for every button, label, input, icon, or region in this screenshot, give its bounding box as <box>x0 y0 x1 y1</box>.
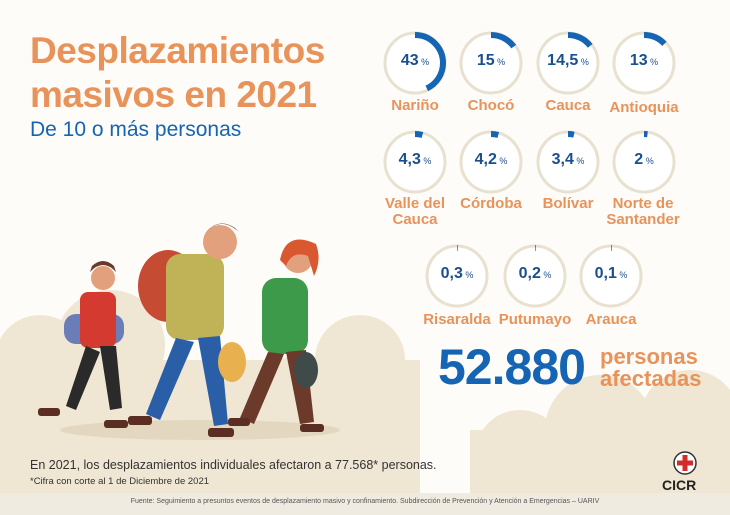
source-footer: Fuente: Seguimiento a presuntos eventos … <box>130 498 600 505</box>
ring-value: 0,3 % <box>440 265 474 282</box>
ring-unit: % <box>573 156 585 166</box>
ring-arc <box>384 32 446 94</box>
ring-label: Chocó <box>467 97 515 114</box>
ring-track <box>536 130 600 194</box>
ring-arc <box>460 131 522 193</box>
ring-chart <box>503 244 567 308</box>
ring-chart <box>612 130 676 194</box>
ring-chart <box>383 130 447 194</box>
ring-risaralda: 0,3 % <box>424 243 490 309</box>
ring-unit: % <box>462 270 474 280</box>
ring-label: Norte de Santander <box>606 195 680 228</box>
ring-label: Nariño <box>391 97 439 114</box>
ring-antioquia: 13 % <box>611 30 677 96</box>
ring-unit: % <box>578 57 589 67</box>
total-affected-label-line2: afectadas <box>600 366 702 391</box>
page-title-line1: Desplazamientos <box>30 30 325 71</box>
ring-arc <box>613 32 675 94</box>
ring-arc <box>613 131 675 193</box>
ring-unit: % <box>643 156 654 166</box>
total-affected-label-line1: personas <box>600 344 698 369</box>
ring-value: 2 % <box>634 151 654 168</box>
footer-bar <box>0 493 730 515</box>
page-title-line2: masivos en 2021 <box>30 74 317 115</box>
ring-putumayo: 0,2 % <box>502 243 568 309</box>
ring-arc <box>426 245 488 307</box>
ring-arc <box>384 131 446 193</box>
ring-label: Bolívar <box>542 195 594 212</box>
ring-value: 4,2 % <box>474 151 508 168</box>
ring-unit: % <box>647 57 659 67</box>
ring-arc <box>537 32 599 94</box>
ring-chart <box>425 244 489 308</box>
ring-label: Córdoba <box>460 195 522 212</box>
ring-value: 0,1 % <box>594 265 628 282</box>
ring-chart <box>536 130 600 194</box>
ring-value: 13 % <box>629 52 659 69</box>
ring-chart <box>536 31 600 95</box>
ring-unit: % <box>616 270 628 280</box>
ring-chart <box>459 31 523 95</box>
ring-unit: % <box>540 270 552 280</box>
ring-unit: % <box>496 156 508 166</box>
ring-value: 3,4 % <box>551 151 585 168</box>
ring-label: Antioquia <box>609 99 679 116</box>
ring-arc <box>580 245 642 307</box>
ring-arauca: 0,1 % <box>578 243 644 309</box>
ring-chart <box>579 244 643 308</box>
total-affected-number: 52.880 <box>438 339 586 395</box>
ring-unit: % <box>418 57 430 67</box>
ring-chart <box>383 31 447 95</box>
ring-bolívar: 3,4 % <box>535 129 601 195</box>
ring-value: 4,3 % <box>398 151 432 168</box>
ring-value: 14,5 % <box>547 52 589 69</box>
date-cutoff-note: *Cifra con corte al 1 de Diciembre de 20… <box>30 476 210 487</box>
ring-valle-del-cauca: 4,3 % <box>382 129 448 195</box>
ring-unit: % <box>420 156 432 166</box>
individual-displacement-note: En 2021, los desplazamientos individuale… <box>30 458 437 472</box>
ring-label: Putumayo <box>498 311 572 328</box>
ring-arc <box>460 32 522 94</box>
ring-cauca: 14,5 % <box>535 30 601 96</box>
page-subtitle: De 10 o más personas <box>30 118 242 141</box>
ring-chart <box>459 130 523 194</box>
man-figure <box>128 223 246 437</box>
icrc-emblem <box>673 451 697 475</box>
ring-label: Arauca <box>585 311 637 328</box>
organization-logo-text: CICR <box>662 477 697 493</box>
ring-label: Cauca <box>545 97 591 114</box>
ring-value: 43 % <box>400 52 430 69</box>
ring-value: 15 % <box>476 52 506 69</box>
ring-value: 0,2 % <box>518 265 552 282</box>
ring-norte-de-santander: 2 % <box>611 129 677 195</box>
child-figure <box>38 261 128 428</box>
ring-córdoba: 4,2 % <box>458 129 524 195</box>
ring-unit: % <box>494 57 506 67</box>
ring-label: Valle del Cauca <box>384 195 446 228</box>
woman-figure <box>228 239 324 432</box>
ring-label: Risaralda <box>423 311 491 328</box>
ring-arc <box>504 245 566 307</box>
ring-nariño: 43 % <box>382 30 448 96</box>
ring-arc <box>537 131 599 193</box>
ring-chocó: 15 % <box>458 30 524 96</box>
ring-chart <box>612 31 676 95</box>
